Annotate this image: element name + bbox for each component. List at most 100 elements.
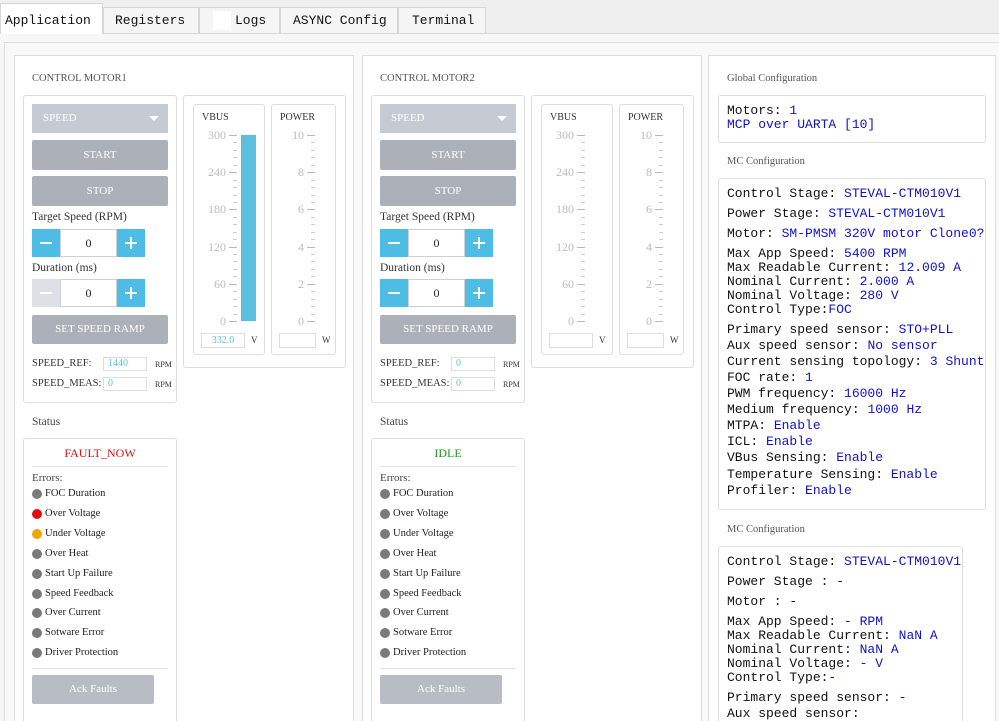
gauge-minor-tick — [581, 254, 585, 256]
decrement-button[interactable] — [32, 229, 60, 257]
config-row: Control Stage: STEVAL-CTM010V1 — [727, 186, 961, 202]
stop-button[interactable]: STOP — [32, 176, 168, 206]
readout-label: SPEED_MEAS: — [32, 378, 102, 389]
gauge-minor-tick — [311, 194, 315, 196]
gauge-minor-tick — [659, 239, 663, 241]
ack-button[interactable]: Ack Faults — [380, 675, 502, 704]
config-value: 3 Shunt — [929, 354, 985, 369]
config-value: Enable — [805, 483, 852, 498]
readout-unit: RPM — [503, 380, 520, 389]
section-title: Global Configuration — [727, 73, 818, 84]
tab[interactable] — [0, 3, 103, 34]
gauge-minor-tick — [659, 276, 663, 278]
config-box — [718, 178, 986, 510]
mode-select[interactable]: SPEED — [32, 104, 168, 133]
gauge-tick — [577, 209, 585, 211]
config-label: Max Readable Current: — [727, 628, 899, 643]
gauge-minor-tick — [311, 164, 315, 166]
decrement-button[interactable] — [380, 229, 408, 257]
divider — [380, 466, 516, 467]
gauge-minor-tick — [659, 164, 663, 166]
readout-value: 1440 — [103, 357, 147, 371]
config-label: Motors: — [727, 103, 790, 118]
gauge-tick — [577, 246, 585, 248]
field-label: Duration (ms) — [32, 262, 97, 274]
ack-button[interactable]: Ack Faults — [32, 675, 154, 704]
number-input[interactable]: 0 — [60, 279, 117, 307]
error-name: Speed Feedback — [45, 587, 114, 599]
ramp-button[interactable]: SET SPEED RAMP — [380, 315, 516, 344]
config-label: Control Stage: — [727, 186, 845, 201]
gauge-minor-tick — [659, 179, 663, 181]
increment-button[interactable] — [117, 279, 145, 307]
readout-unit: RPM — [155, 380, 172, 389]
number-input[interactable]: 0 — [408, 229, 465, 257]
minus-icon — [40, 292, 52, 294]
mode-select[interactable]: SPEED — [380, 104, 516, 133]
gauge-tick — [577, 283, 585, 285]
stop-button[interactable]: STOP — [380, 176, 516, 206]
gauge-tick-label: 300 — [208, 128, 226, 142]
config-value: NaN A — [859, 642, 899, 657]
gauge-unit: V — [599, 335, 606, 345]
config-value: MCP over UARTA [10] — [727, 117, 876, 132]
gauge-label: POWER — [280, 112, 315, 123]
gauge-tick — [307, 246, 315, 248]
plus-icon — [130, 287, 132, 299]
decrement-button[interactable] — [32, 279, 60, 307]
gauge-minor-tick — [581, 164, 585, 166]
error-name: Over Heat — [393, 547, 437, 559]
gauge-minor-tick — [311, 298, 315, 300]
gauge-minor-tick — [233, 149, 237, 151]
gauge-box — [619, 104, 684, 355]
config-label: PWM frequency: — [727, 386, 845, 401]
gauge-minor-tick — [233, 298, 237, 300]
start-button[interactable]: START — [380, 140, 516, 170]
section-title: MC Configuration — [727, 524, 805, 535]
config-label: Max App Speed: — [727, 614, 845, 629]
status-indicator — [380, 588, 390, 599]
gauge-minor-tick — [233, 194, 237, 196]
gauge-minor-tick — [233, 291, 237, 293]
status-indicator — [32, 588, 42, 599]
gauge-tick — [577, 172, 585, 174]
config-label: Max App Speed: — [727, 246, 845, 261]
error-name: Speed Feedback — [393, 587, 462, 599]
tab[interactable] — [280, 7, 398, 34]
tab[interactable] — [398, 7, 486, 34]
gauge-tick-label: 0 — [568, 314, 574, 328]
gauge-minor-tick — [233, 164, 237, 166]
config-label: Control Stage: — [727, 554, 845, 569]
status-indicator — [32, 628, 42, 639]
number-input[interactable]: 0 — [60, 229, 117, 257]
start-button[interactable]: START — [32, 140, 168, 170]
dropdown-arrow — [497, 116, 507, 121]
mode-text: SPEED — [43, 112, 77, 124]
gauge-tick — [577, 135, 585, 136]
increment-button[interactable] — [465, 279, 493, 307]
config-label: Power Stage: — [727, 206, 829, 221]
gauge-minor-tick — [581, 268, 585, 270]
gauge-minor-tick — [581, 306, 585, 308]
plus-icon — [478, 287, 480, 299]
config-label: Nominal Voltage: — [727, 288, 860, 303]
ramp-button[interactable]: SET SPEED RAMP — [32, 315, 168, 344]
readout-label: SPEED_REF: — [32, 358, 92, 369]
field-label: Target Speed (RPM) — [380, 211, 475, 223]
decrement-button[interactable] — [380, 279, 408, 307]
gauge-tick — [229, 283, 237, 285]
gauge-tick-label: 120 — [556, 239, 574, 254]
gauge-minor-tick — [659, 313, 663, 315]
error-name: Over Current — [393, 607, 449, 619]
tab[interactable] — [103, 7, 199, 34]
number-input[interactable]: 0 — [408, 279, 465, 307]
increment-button[interactable] — [117, 229, 145, 257]
config-label: Current sensing topology: — [727, 354, 930, 369]
tab[interactable] — [199, 7, 280, 34]
status-indicator — [32, 528, 42, 539]
gauge-minor-tick — [233, 216, 237, 218]
increment-button[interactable] — [465, 229, 493, 257]
gauge-unit: W — [670, 335, 679, 345]
section-title: Status — [32, 416, 61, 428]
gauge-minor-tick — [659, 187, 663, 189]
